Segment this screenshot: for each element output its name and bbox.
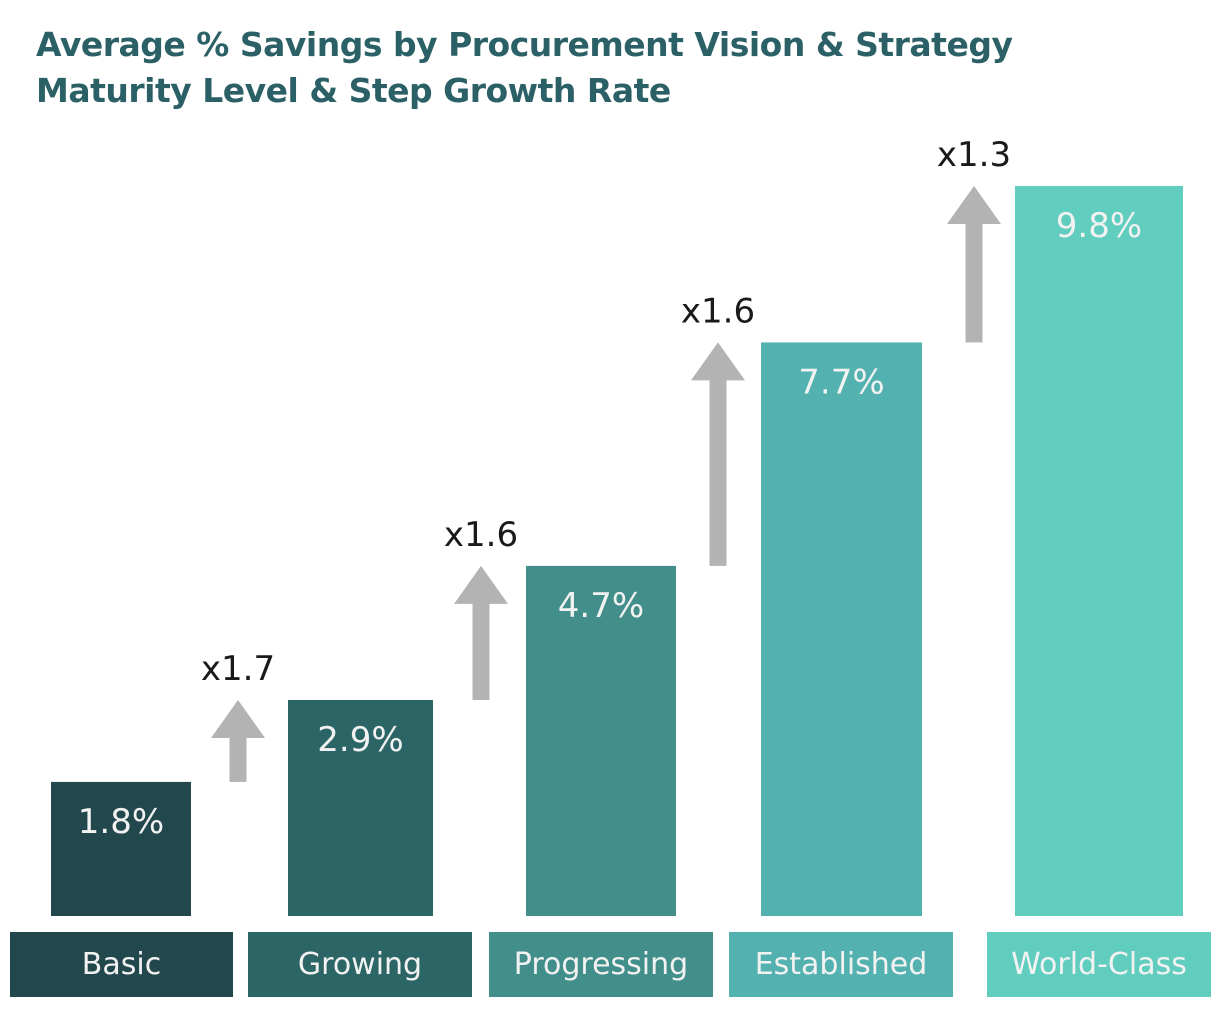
growth-rate-label: x1.3 [937, 135, 1011, 175]
growth-arrow-shaft [472, 602, 490, 700]
growth-arrow-icon [947, 186, 1001, 224]
growth-rate-label: x1.6 [444, 515, 518, 555]
category-label: Basic [82, 947, 161, 982]
growth-arrow-icon [454, 565, 508, 604]
growth-arrow-shaft [965, 223, 983, 343]
bar-progressing [526, 565, 676, 916]
chart-title-line-1: Average % Savings by Procurement Vision … [36, 25, 1013, 64]
category-label-box [248, 932, 472, 997]
growth-rate-label: x1.7 [201, 649, 275, 689]
bar-growing [288, 699, 433, 916]
bar-value-label: 9.8% [1056, 206, 1142, 246]
bar-value-label: 7.7% [798, 362, 884, 402]
category-label-box [489, 932, 713, 997]
category-label: Growing [298, 947, 422, 982]
category-label-box [10, 932, 233, 997]
category-label-box [729, 932, 953, 997]
category-label: Progressing [514, 947, 688, 982]
bar-established [761, 342, 922, 916]
category-label: Established [755, 947, 928, 982]
chart-title-line-2: Maturity Level & Step Growth Rate [36, 71, 671, 110]
category-label: World-Class [1011, 947, 1187, 982]
growth-rate-label: x1.6 [681, 291, 755, 331]
growth-arrow-shaft [229, 736, 247, 782]
bar-value-label: 4.7% [558, 586, 644, 626]
chart-title: Average % Savings by Procurement Vision … [36, 22, 1136, 114]
bar-world-class [1015, 186, 1183, 916]
bar-value-label: 2.9% [317, 720, 403, 760]
growth-arrow-icon [211, 699, 265, 738]
bar-value-label: 1.8% [78, 802, 164, 842]
category-label-box [987, 932, 1211, 997]
bar-basic [51, 781, 191, 916]
growth-arrow-icon [691, 342, 745, 381]
growth-arrow-shaft [709, 379, 727, 566]
